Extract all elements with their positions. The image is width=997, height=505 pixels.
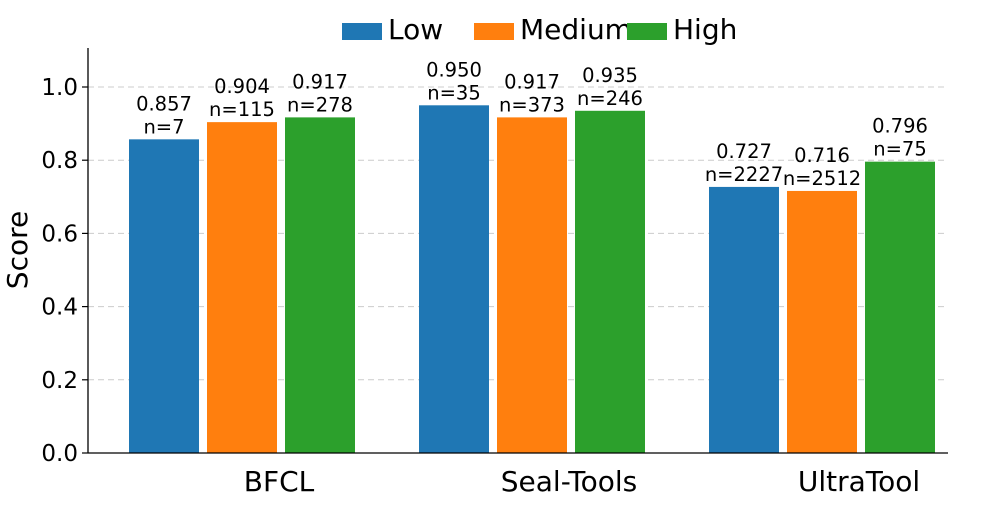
bar-low-bfcl xyxy=(129,139,199,453)
bar-low-ultratool xyxy=(709,186,779,453)
bar-value-label: 0.917 xyxy=(292,70,348,93)
legend-swatch-low xyxy=(342,23,382,40)
y-axis-label: Score xyxy=(1,211,34,289)
legend-label-low: Low xyxy=(388,13,443,46)
legend: Low Medium High xyxy=(342,13,737,46)
bar-low-seal-tools xyxy=(419,105,489,454)
y-tick-label: 1.0 xyxy=(41,75,78,101)
y-tick-label: 0.2 xyxy=(41,368,78,394)
bar-count-label: n=2512 xyxy=(783,167,861,190)
bar-value-label: 0.716 xyxy=(794,144,850,167)
bar-count-label: n=246 xyxy=(577,87,643,110)
bar-value-label: 0.796 xyxy=(872,115,928,138)
bar-value-label: 0.935 xyxy=(582,64,638,87)
bar-count-label: n=373 xyxy=(499,93,565,116)
bar-count-label: n=35 xyxy=(427,81,481,104)
bar-count-label: n=2227 xyxy=(705,163,783,186)
x-tick-label: Seal-Tools xyxy=(501,465,637,498)
bar-count-label: n=7 xyxy=(143,115,184,138)
bar-high-bfcl xyxy=(285,117,355,454)
bar-high-seal-tools xyxy=(575,110,645,453)
y-tick-label: 0.4 xyxy=(41,295,78,321)
legend-swatch-medium xyxy=(474,23,514,40)
bar-value-label: 0.904 xyxy=(214,75,270,98)
bar-count-label: n=278 xyxy=(287,93,353,116)
bar-high-ultratool xyxy=(865,161,935,453)
legend-label-medium: Medium xyxy=(520,13,632,46)
x-tick-label: BFCL xyxy=(244,465,315,498)
bar-value-label: 0.950 xyxy=(426,58,482,81)
y-tick-label: 0.6 xyxy=(41,221,78,247)
bar-count-label: n=75 xyxy=(873,138,927,161)
legend-label-high: High xyxy=(673,13,737,46)
legend-swatch-high xyxy=(627,23,667,40)
bar-count-label: n=115 xyxy=(209,98,275,121)
y-tick-label: 0.8 xyxy=(41,148,78,174)
bar-value-label: 0.857 xyxy=(136,92,192,115)
axes: 0.0 0.2 0.4 0.6 0.8 1.0 BFCL Seal-Tools UltraToo… xyxy=(41,48,948,498)
bar-value-label: 0.727 xyxy=(716,140,772,163)
bar-value-label: 0.917 xyxy=(504,70,560,93)
bar-medium-bfcl xyxy=(207,122,277,454)
bar-medium-ultratool xyxy=(787,190,857,453)
bars xyxy=(129,105,935,454)
bar-medium-seal-tools xyxy=(497,117,567,454)
y-tick-label: 0.0 xyxy=(41,441,78,467)
x-tick-label: UltraTool xyxy=(798,465,920,498)
